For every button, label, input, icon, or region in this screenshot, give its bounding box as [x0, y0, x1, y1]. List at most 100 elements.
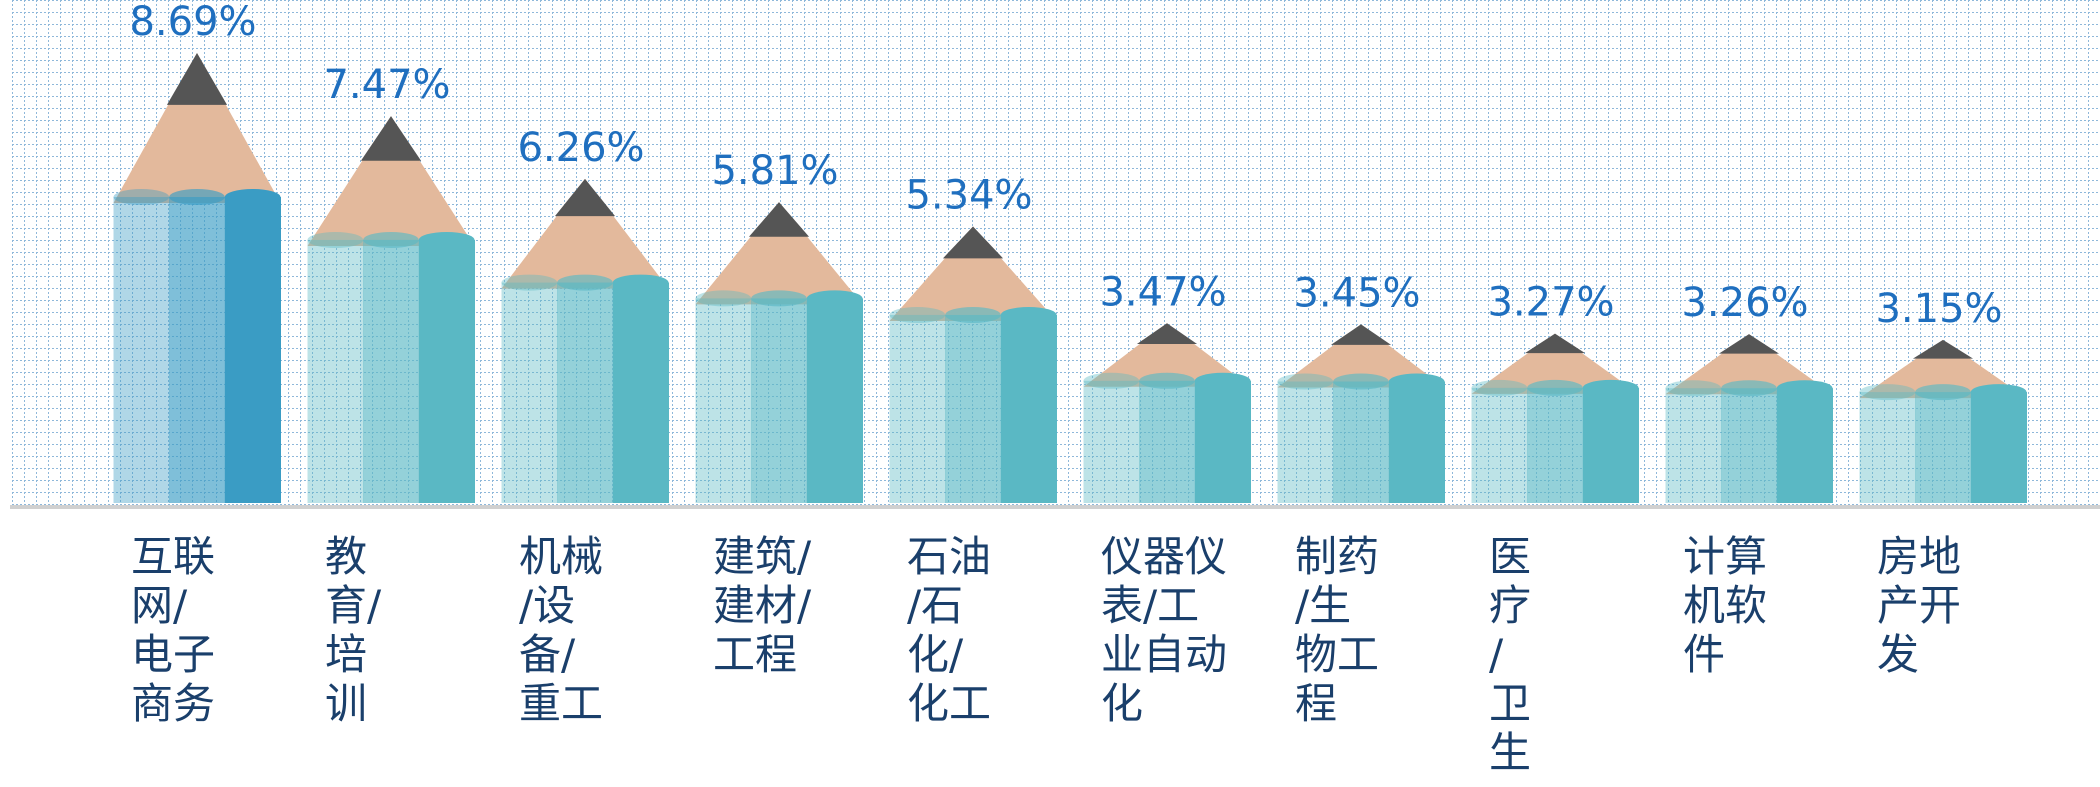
pencil: [1471, 333, 1639, 503]
pencil-stripe: [1859, 392, 1916, 503]
pencil-wood: [1471, 333, 1639, 394]
value-label: 3.47%: [1099, 269, 1226, 315]
pencil-stripe: [363, 239, 420, 503]
pencil: [1665, 334, 1833, 503]
value-label: 3.15%: [1875, 286, 2002, 332]
category-label: 建筑/ 建材/ 工程: [713, 532, 812, 679]
pencil-wood: [501, 178, 669, 289]
pencil-stripe-cap: [1970, 384, 2027, 401]
pencil-stripe-cap: [169, 189, 225, 205]
pencil-stripe-cap: [1859, 384, 1916, 401]
pencil-stripe: [1083, 380, 1140, 503]
pencil: [1083, 323, 1251, 503]
pencil-stripe: [1139, 380, 1196, 503]
pencil-stripe: [557, 282, 614, 503]
pencil-wood: [1277, 324, 1445, 388]
pencil: [695, 202, 863, 503]
pencil-stripe-cap: [224, 189, 281, 205]
pencil-stripe-cap: [113, 189, 170, 205]
pencil-stripe-cap: [307, 231, 364, 248]
category-label: 制药 /生 物工 程: [1295, 532, 1380, 728]
pencil-stripe-cap: [889, 306, 946, 323]
pencil-graphite: [554, 178, 616, 217]
pencil-stripe-cap: [1277, 373, 1334, 390]
pencil-stripe: [1277, 381, 1334, 503]
value-label: 3.27%: [1487, 280, 1614, 326]
pencil-stripe-cap: [612, 274, 669, 291]
value-label: 7.47%: [323, 62, 450, 108]
pencil-wood: [1083, 323, 1251, 387]
pencil-stripe: [418, 239, 475, 503]
pencil-stripe: [612, 282, 669, 503]
pencil: [1859, 339, 2027, 503]
pencil-stripe: [1527, 387, 1584, 503]
pencil-graphite: [748, 202, 810, 237]
pencil-stripe: [1194, 380, 1251, 503]
pencil-stripe-cap: [1721, 380, 1777, 397]
pencil-wood: [307, 116, 475, 246]
pencil-stripe: [1388, 381, 1445, 503]
pencil-stripe: [1721, 388, 1778, 503]
pencil-stripe-cap: [695, 290, 752, 307]
pencil-stripe-cap: [1665, 380, 1722, 397]
pencil-stripe: [1000, 314, 1057, 503]
pencil-stripe: [224, 197, 281, 503]
pencil-wood: [113, 53, 281, 203]
pencil-stripe-cap: [1139, 372, 1195, 389]
value-label: 3.45%: [1293, 270, 1420, 316]
value-label: 6.26%: [517, 125, 644, 171]
pencil-stripe: [1970, 392, 2027, 503]
pencil-graphite: [1524, 333, 1586, 354]
pencil-stripe: [945, 314, 1002, 503]
pencil-stripe: [889, 314, 946, 503]
pencil-stripe: [307, 239, 364, 503]
pencil-graphite: [166, 53, 228, 105]
pencil: [501, 178, 669, 503]
pencil-graphite: [942, 226, 1004, 259]
category-label: 互联 网/ 电子 商务: [131, 532, 216, 728]
pencil-graphite: [1912, 339, 1974, 359]
pencil-graphite: [1136, 323, 1198, 345]
pencil-stripe: [1471, 387, 1528, 503]
pencil-graphite: [360, 116, 422, 161]
category-label: 房地 产开 发: [1877, 532, 1962, 679]
pencil-wood: [1859, 339, 2027, 399]
pencil-stripe-cap: [751, 290, 807, 307]
category-label: 医 疗 / 卫 生: [1489, 532, 1532, 777]
pencil-stripe-cap: [418, 231, 475, 248]
value-label: 5.34%: [905, 172, 1032, 218]
pencil-stripe-cap: [363, 231, 419, 248]
pencil-stripe: [1915, 392, 1972, 503]
pencil-stripe-cap: [1471, 379, 1528, 396]
pencil-stripe-cap: [557, 274, 613, 291]
pencil-graphite: [1330, 324, 1392, 345]
pencil-stripe-cap: [1388, 373, 1445, 390]
pencil-stripe-cap: [1333, 373, 1389, 390]
pencil-stripe-cap: [945, 306, 1001, 323]
pencil: [1277, 324, 1445, 503]
pencil-stripe-cap: [1194, 372, 1251, 389]
pencil-stripe-cap: [1776, 380, 1833, 397]
pencil-stripe-cap: [1083, 372, 1140, 389]
value-label: 8.69%: [129, 0, 256, 45]
category-label: 石油 /石 化/ 化工: [907, 532, 992, 728]
pencil-stripe: [695, 298, 752, 503]
pencil-stripe: [169, 197, 226, 503]
category-label: 教 育/ 培 训: [325, 532, 382, 728]
pencil-wood: [889, 226, 1057, 321]
pencil-stripe: [1776, 388, 1833, 503]
pencil-stripe-cap: [1915, 384, 1971, 401]
pencil: [307, 116, 475, 503]
value-label: 3.26%: [1681, 280, 1808, 326]
pencil-graphite: [1718, 334, 1780, 354]
pencil-stripe: [1333, 381, 1390, 503]
value-label: 5.81%: [711, 148, 838, 194]
pencil-wood: [695, 202, 863, 305]
pencil: [113, 53, 281, 503]
pencil-wood: [1665, 334, 1833, 395]
pencil-stripe: [1582, 387, 1639, 503]
pencil-stripe-cap: [806, 290, 863, 307]
pencil-stripe-cap: [1000, 306, 1057, 323]
